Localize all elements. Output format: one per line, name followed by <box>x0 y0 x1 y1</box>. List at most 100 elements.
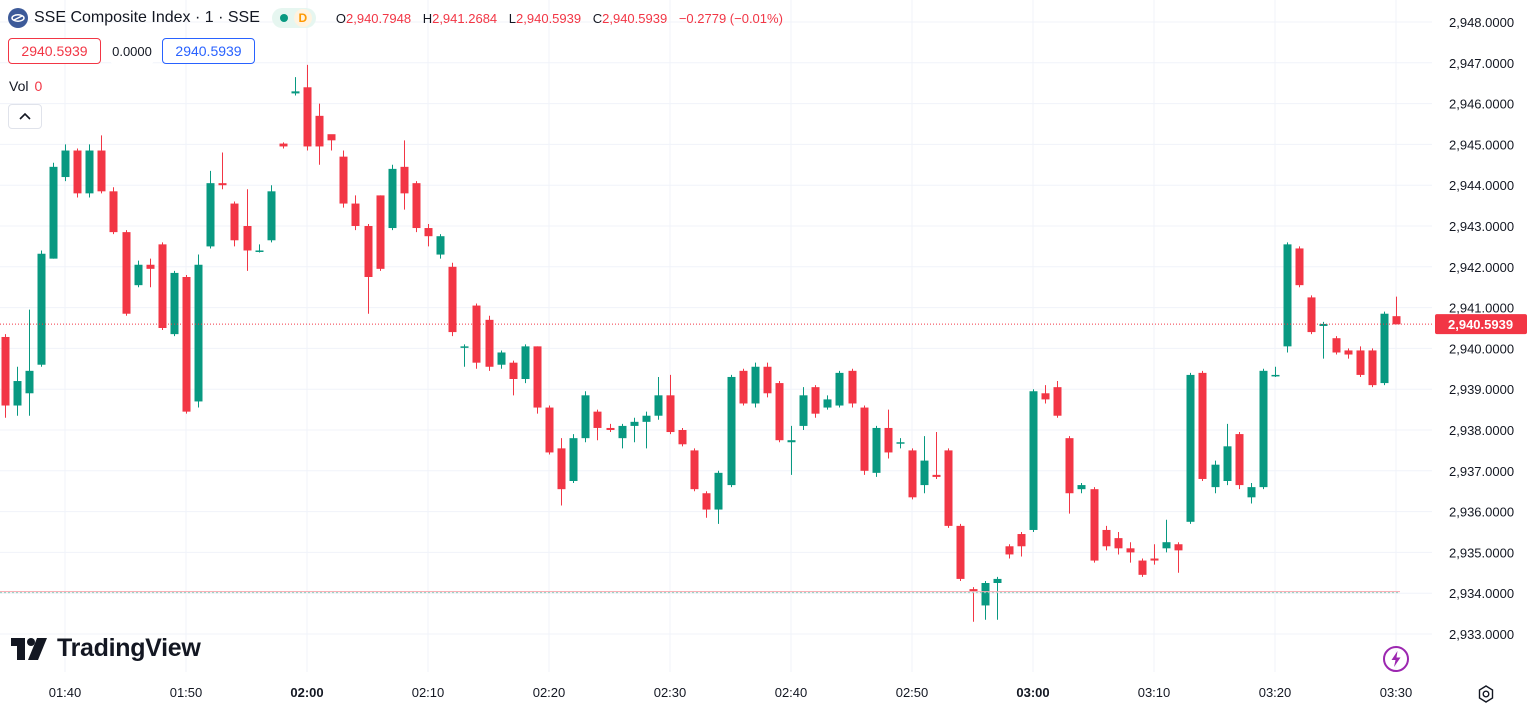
sell-price-button[interactable]: 2940.5939 <box>8 38 101 64</box>
open-label: O <box>335 10 346 26</box>
candle-body <box>400 166 409 194</box>
price-tick-label: 2,942.0000 <box>1449 260 1514 275</box>
candle-body <box>267 191 276 241</box>
candle-body <box>944 450 953 526</box>
candle-body <box>823 399 832 408</box>
candle-body <box>1102 529 1111 547</box>
price-tick-label: 2,944.0000 <box>1449 178 1514 193</box>
candle-body <box>1041 393 1050 400</box>
candle-body <box>630 421 639 426</box>
candle-body <box>25 370 34 394</box>
sse-logo-icon[interactable] <box>8 8 28 28</box>
candle-body <box>702 493 711 510</box>
time-tick-label: 01:40 <box>49 685 82 700</box>
low-label: L <box>508 10 517 26</box>
candle-body <box>666 395 675 433</box>
candle-body <box>1271 374 1280 377</box>
reference-line <box>0 323 1432 594</box>
time-axis[interactable]: 01:40 01:50 02:00 02:10 02:20 02:30 02:40 02:50… <box>49 685 1413 700</box>
candle-body <box>860 407 869 471</box>
candle-body <box>908 450 917 498</box>
candle-body <box>533 346 542 408</box>
price-axis[interactable]: 2,933.0000 2,934.0000 2,935.0000 2,936.0000… <box>1435 15 1527 642</box>
candle-body <box>642 415 651 422</box>
candle-body <box>1053 387 1062 416</box>
candle-body <box>170 272 179 335</box>
candle-body <box>1198 372 1207 479</box>
candle-body <box>1392 316 1401 325</box>
candle-body <box>472 305 481 363</box>
market-status-badge[interactable]: D <box>271 8 316 28</box>
candle-body <box>1126 548 1135 553</box>
grid-lines <box>0 0 1432 672</box>
candle-body <box>85 150 94 194</box>
candle-body <box>339 156 348 204</box>
candle-body <box>581 395 590 439</box>
candle-body <box>13 381 22 406</box>
candle-body <box>49 166 58 259</box>
candle-body <box>993 578 1002 583</box>
candle-body <box>1162 542 1171 549</box>
candle-body <box>158 244 167 328</box>
candle-body <box>557 448 566 490</box>
collapse-legend-button[interactable] <box>8 104 42 129</box>
symbol-title[interactable]: SSE Composite Index · 1 · SSE <box>34 9 260 26</box>
last-price-label: 2,940.5939 <box>1448 317 1513 332</box>
chevron-up-icon <box>19 112 31 120</box>
tradingview-logo-text: TradingView <box>57 634 201 662</box>
candle-body <box>122 232 131 314</box>
candle-body <box>376 195 385 269</box>
candle-body <box>1065 438 1074 494</box>
chart-settings-button[interactable] <box>1475 683 1497 705</box>
candle-body <box>1186 374 1195 522</box>
candle-body <box>678 430 687 445</box>
candle-body <box>327 134 336 141</box>
candle-body <box>448 266 457 333</box>
candle-body <box>969 589 978 592</box>
market-open-dot-icon <box>279 14 288 22</box>
candle-body <box>872 427 881 473</box>
candle-body <box>618 425 627 439</box>
candle-body <box>763 366 772 394</box>
price-tick-label: 2,939.0000 <box>1449 382 1514 397</box>
tradingview-logo[interactable]: TradingView <box>11 634 201 663</box>
lightning-button[interactable] <box>1382 645 1410 673</box>
candle-body <box>1368 350 1377 386</box>
candles-layer <box>1 64 1401 622</box>
candle-body <box>751 366 760 404</box>
candle-body <box>593 411 602 428</box>
tradingview-mark-icon <box>11 637 47 660</box>
low-value: 2,940.5939 <box>516 10 582 26</box>
candle-body <box>509 362 518 379</box>
candle-body <box>73 150 82 194</box>
price-tick-label: 2,945.0000 <box>1449 137 1514 152</box>
candle-body <box>37 253 46 365</box>
candle-body <box>1 336 10 406</box>
price-tick-label: 2,947.0000 <box>1449 56 1514 71</box>
candle-body <box>303 87 312 147</box>
time-tick-label: 02:10 <box>412 685 445 700</box>
candle-body <box>606 427 615 430</box>
candle-body <box>351 203 360 226</box>
price-tick-label: 2,934.0000 <box>1449 586 1514 601</box>
candle-body <box>218 183 227 186</box>
candle-body <box>1211 464 1220 488</box>
candle-body <box>109 191 118 233</box>
high-value: 2,941.2684 <box>432 10 498 26</box>
candle-body <box>497 352 506 365</box>
candle-body <box>1174 544 1183 551</box>
candle-body <box>182 277 191 412</box>
candle-body <box>896 442 905 444</box>
candle-body <box>230 203 239 241</box>
candle-body <box>255 250 264 252</box>
candle-body <box>61 150 70 178</box>
price-tick-label: 2,933.0000 <box>1449 627 1514 642</box>
symbol-legend: SSE Composite Index · 1 · SSE D O2,940.7… <box>8 6 791 30</box>
candle-body <box>1344 350 1353 355</box>
buy-price-button[interactable]: 2940.5939 <box>162 38 255 64</box>
candle-body <box>920 460 929 486</box>
high-label: H <box>422 10 433 26</box>
candle-body <box>436 236 445 255</box>
candle-body <box>1029 391 1038 530</box>
